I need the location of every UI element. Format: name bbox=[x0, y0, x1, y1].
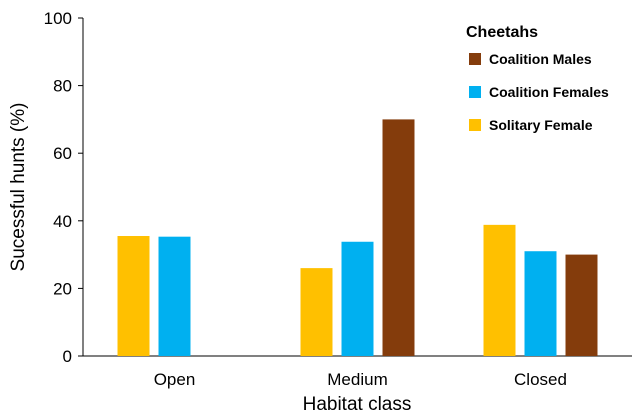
legend-title: Cheetahs bbox=[466, 24, 538, 41]
x-tick-label-closed: Closed bbox=[514, 370, 567, 389]
bar-coalition-males-medium bbox=[382, 119, 415, 357]
y-tick-label: 100 bbox=[44, 9, 72, 28]
bar-solitary-female-medium bbox=[300, 268, 333, 356]
legend-label-coalition-females: Coalition Females bbox=[489, 84, 609, 100]
y-tick-label: 0 bbox=[63, 347, 72, 366]
y-tick-label: 80 bbox=[53, 77, 72, 96]
bars bbox=[117, 119, 598, 357]
y-tick-label: 20 bbox=[53, 279, 72, 298]
bar-coalition-females-closed bbox=[524, 251, 557, 356]
x-axis-title: Habitat class bbox=[303, 394, 412, 415]
bar-solitary-female-open bbox=[117, 236, 150, 356]
bar-coalition-females-open bbox=[158, 236, 191, 356]
y-tick-label: 60 bbox=[53, 144, 72, 163]
bar-coalition-males-closed bbox=[565, 254, 598, 356]
legend: Cheetahs Coalition Males Coalition Female… bbox=[466, 24, 609, 133]
y-axis-title: Sucessful hunts (%) bbox=[8, 103, 29, 272]
x-ticks: Open Medium Closed bbox=[154, 370, 567, 389]
x-tick-label-open: Open bbox=[154, 370, 196, 389]
y-ticks: 0 20 40 60 80 100 bbox=[44, 9, 83, 366]
legend-swatch-coalition-females bbox=[469, 86, 481, 98]
legend-swatch-coalition-males bbox=[469, 53, 481, 65]
legend-swatch-solitary-female bbox=[469, 119, 481, 131]
y-tick-label: 40 bbox=[53, 212, 72, 231]
legend-label-solitary-female: Solitary Female bbox=[489, 117, 593, 133]
legend-label-coalition-males: Coalition Males bbox=[489, 51, 592, 67]
bar-coalition-females-medium bbox=[341, 241, 374, 356]
x-tick-label-medium: Medium bbox=[327, 370, 387, 389]
bar-solitary-female-closed bbox=[483, 224, 516, 356]
